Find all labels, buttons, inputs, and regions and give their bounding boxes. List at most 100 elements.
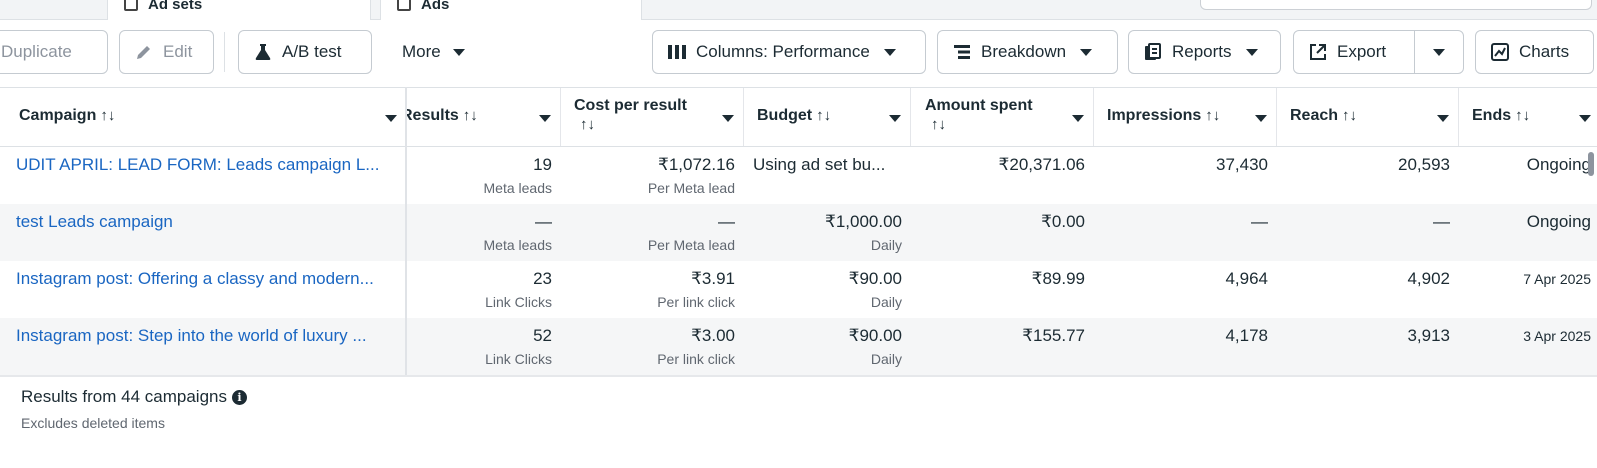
ends-value: Ongoing [1526, 212, 1591, 231]
export-divider [1414, 31, 1415, 73]
sort-icon[interactable]: ↑↓ [100, 107, 116, 124]
campaign-cell: Instagram post: Offering a classy and mo… [7, 261, 407, 318]
column-reach-label: Reach [1290, 107, 1339, 124]
reach-cell: 20,593 [1277, 147, 1459, 204]
more-label: More [402, 42, 441, 61]
vertical-scrollbar[interactable] [1588, 152, 1594, 176]
budget-value[interactable]: Using ad set bu... [753, 155, 886, 174]
chevron-down-icon [452, 48, 465, 56]
spent-value: ₹0.00 [1041, 212, 1085, 231]
columns-label: Columns: Performance [696, 42, 870, 61]
tab-ads-label: Ads [421, 0, 450, 13]
ends-cell: 3 Apr 2025 [1459, 318, 1597, 375]
duplicate-label: Duplicate [1, 42, 72, 61]
spent-cell: ₹20,371.06 [911, 147, 1094, 204]
tab-ad-sets-label: Ad sets [148, 0, 203, 13]
results-value: — [535, 212, 552, 231]
results-value: 23 [533, 269, 552, 288]
impressions-value: 4,964 [1225, 269, 1268, 288]
results-summary: Results from 44 campaigns i Excludes dele… [0, 375, 407, 468]
reports-dropdown[interactable]: Reports [1128, 30, 1281, 74]
chevron-down-icon[interactable] [1255, 115, 1267, 122]
sort-icon[interactable]: ↑↓ [580, 116, 595, 133]
export-options-button[interactable] [1415, 31, 1463, 73]
column-header-cost-per-result[interactable]: Cost per result ↑↓ [561, 88, 744, 146]
impressions-cell: — [1094, 204, 1277, 261]
table-row[interactable]: UDIT APRIL: LEAD FORM: Leads campaign L.… [0, 147, 1597, 204]
table-row[interactable]: Instagram post: Offering a classy and mo… [0, 261, 1597, 318]
column-header-reach[interactable]: Reach ↑↓ [1277, 88, 1459, 146]
ab-test-label: A/B test [282, 42, 342, 61]
reach-cell: — [1277, 204, 1459, 261]
column-header-impressions[interactable]: Impressions ↑↓ [1094, 88, 1277, 146]
chevron-down-icon[interactable] [889, 115, 901, 122]
chevron-down-icon [1433, 48, 1445, 56]
results-cell: 52 Link Clicks [407, 318, 561, 375]
column-header-results[interactable]: Results↑↓ [407, 88, 561, 146]
sort-icon[interactable]: ↑↓ [931, 116, 946, 133]
budget-value[interactable]: ₹90.00 [848, 326, 902, 345]
spent-value: ₹155.77 [1022, 326, 1085, 345]
sort-icon[interactable]: ↑↓ [816, 107, 832, 124]
search-input[interactable] [1200, 0, 1592, 10]
budget-type: Daily [870, 294, 902, 310]
table-row[interactable]: Instagram post: Step into the world of l… [0, 318, 1597, 375]
campaign-name-link[interactable]: Instagram post: Step into the world of l… [16, 326, 367, 345]
campaign-cell: Instagram post: Step into the world of l… [7, 318, 407, 375]
table-row[interactable]: test Leads campaign — Meta leads — Per M… [0, 204, 1597, 261]
campaign-name-link[interactable]: UDIT APRIL: LEAD FORM: Leads campaign L.… [16, 155, 380, 174]
ends-value: 3 Apr 2025 [1523, 328, 1591, 344]
tab-ad-sets[interactable]: Ad sets [107, 0, 371, 20]
campaign-name-link[interactable]: Instagram post: Offering a classy and mo… [16, 269, 374, 288]
impressions-cell: 37,430 [1094, 147, 1277, 204]
sort-icon[interactable]: ↑↓ [462, 107, 478, 124]
columns-dropdown[interactable]: Columns: Performance [652, 30, 926, 74]
breakdown-icon [952, 42, 972, 62]
spent-value: ₹89.99 [1031, 269, 1085, 288]
budget-value[interactable]: ₹90.00 [848, 269, 902, 288]
chevron-down-icon[interactable] [385, 115, 397, 122]
column-cost-label: Cost per result [574, 97, 687, 114]
more-dropdown[interactable]: More [394, 30, 473, 74]
sort-icon[interactable]: ↑↓ [1205, 107, 1221, 124]
results-type: Meta leads [483, 237, 552, 253]
budget-value[interactable]: ₹1,000.00 [825, 212, 902, 231]
column-header-ends[interactable]: Ends ↑↓ [1459, 88, 1597, 146]
ab-test-button[interactable]: A/B test [238, 30, 372, 74]
column-header-amount-spent[interactable]: Amount spent ↑↓ [911, 88, 1094, 146]
tab-ads[interactable]: Ads [380, 0, 642, 20]
spent-cell: ₹155.77 [911, 318, 1094, 375]
cost-cell: ₹3.91 Per link click [561, 261, 744, 318]
cost-value: — [718, 212, 735, 231]
edit-label: Edit [163, 42, 193, 61]
charts-button[interactable]: Charts [1475, 30, 1594, 74]
chevron-down-icon[interactable] [722, 115, 734, 122]
chevron-down-icon [1080, 48, 1093, 56]
chart-icon [1490, 42, 1510, 62]
chevron-down-icon[interactable] [1579, 115, 1591, 122]
chevron-down-icon[interactable] [1437, 115, 1449, 122]
cost-type: Per link click [657, 351, 735, 367]
chevron-down-icon[interactable] [1072, 115, 1084, 122]
breakdown-dropdown[interactable]: Breakdown [937, 30, 1118, 74]
info-icon[interactable]: i [231, 390, 247, 405]
edit-button[interactable]: Edit [119, 30, 214, 74]
excludes-deleted-text: Excludes deleted items [21, 415, 165, 431]
impressions-value: 37,430 [1216, 155, 1268, 174]
duplicate-button[interactable]: Duplicate [0, 30, 108, 74]
column-header-budget[interactable]: Budget ↑↓ [744, 88, 911, 146]
results-type: Link Clicks [485, 294, 552, 310]
sort-icon[interactable]: ↑↓ [1515, 107, 1531, 124]
reach-value: 4,902 [1407, 269, 1450, 288]
campaign-name-link[interactable]: test Leads campaign [16, 212, 173, 231]
chevron-down-icon[interactable] [539, 115, 551, 122]
sort-icon[interactable]: ↑↓ [1342, 107, 1358, 124]
chevron-down-icon [883, 48, 896, 56]
charts-label: Charts [1519, 42, 1570, 61]
ends-cell: Ongoing [1459, 147, 1597, 204]
results-type: Meta leads [483, 180, 552, 196]
results-cell: — Meta leads [407, 204, 561, 261]
column-header-campaign[interactable]: Campaign ↑↓ [0, 88, 407, 146]
export-button[interactable]: Export [1337, 42, 1387, 61]
budget-cell: ₹90.00 Daily [744, 318, 911, 375]
